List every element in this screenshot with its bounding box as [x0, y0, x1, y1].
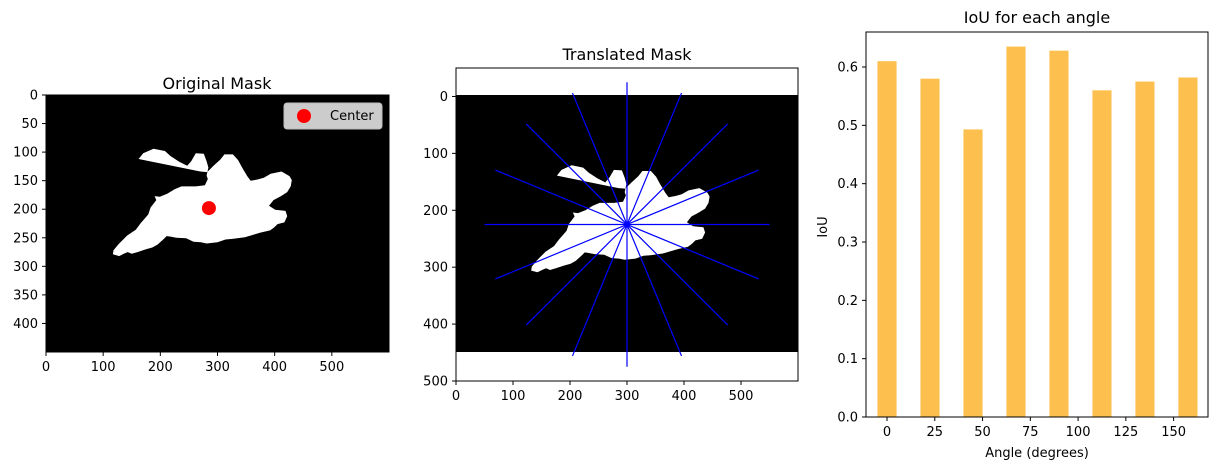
bar	[1049, 50, 1069, 418]
y-tick-label: 200	[13, 203, 38, 218]
y-tick-label: 100	[423, 147, 448, 162]
plot-frame	[865, 31, 1209, 418]
y-tick-label: 0.3	[837, 236, 858, 251]
y-tick-label: 350	[13, 288, 38, 303]
y-tick-label: 0.1	[837, 352, 858, 367]
x-tick-label: 150	[1161, 425, 1186, 440]
plot-frame	[455, 67, 799, 382]
y-tick-label: 500	[423, 375, 448, 390]
ray-line	[571, 92, 683, 357]
legend-label: Center	[330, 109, 374, 124]
legend: Center	[283, 102, 383, 130]
x-tick-label: 125	[1113, 425, 1138, 440]
panel-original-mask: Original Mask 0 100 200 300 400 500 0 50 100 150 2…	[13, 74, 390, 375]
panel-iou-bars: IoU for each angle 0 25 50 75 100 125 150 0.0 0.…	[816, 8, 1209, 461]
y-tick-label: 0.0	[837, 411, 858, 426]
plot-frame	[45, 94, 390, 353]
y-tick-label: 200	[423, 204, 448, 219]
x-tick-label: 100	[1066, 425, 1091, 440]
bar	[1135, 81, 1155, 417]
x-tick-label: 100	[91, 360, 116, 375]
x-tick-label: 200	[558, 389, 583, 404]
x-tick-label: 75	[1022, 425, 1039, 440]
y-tick-label: 0.6	[837, 61, 858, 76]
y-tick-label: 300	[423, 261, 448, 276]
mask-shape	[112, 148, 292, 257]
panel-translated-mask: Translated Mask 0 100 200 300 400 500 0 100 200 3…	[423, 45, 799, 404]
y-tick-label: 250	[13, 231, 38, 246]
chart-title: IoU for each angle	[964, 8, 1110, 27]
x-tick-label: 200	[148, 360, 173, 375]
x-tick-label: 300	[205, 360, 230, 375]
y-tick-label: 50	[21, 117, 38, 132]
x-tick-label: 25	[927, 425, 944, 440]
x-tick-label: 0	[452, 389, 460, 404]
center-marker	[201, 201, 216, 216]
x-tick-label: 400	[262, 360, 287, 375]
x-tick-label: 100	[501, 389, 526, 404]
y-tick-label: 150	[13, 174, 38, 189]
y-tick-label: 400	[13, 317, 38, 332]
x-tick-label: 50	[974, 425, 991, 440]
x-tick-label: 500	[319, 360, 344, 375]
x-axis-label: Angle (degrees)	[985, 446, 1089, 461]
bar	[1178, 77, 1198, 417]
y-tick-label: 0.4	[837, 177, 858, 192]
chart-title: Translated Mask	[561, 45, 692, 64]
y-tick-label: 0.2	[837, 294, 858, 309]
bar	[1006, 46, 1026, 417]
x-tick-label: 0	[42, 360, 50, 375]
x-tick-label: 300	[615, 389, 640, 404]
x-tick-label: 400	[672, 389, 697, 404]
y-tick-label: 0	[440, 90, 448, 105]
bar	[877, 61, 897, 418]
bar	[920, 78, 940, 418]
y-tick-label: 0.5	[837, 119, 858, 134]
bar	[963, 129, 983, 417]
y-tick-label: 100	[13, 146, 38, 161]
y-tick-label: 300	[13, 260, 38, 275]
y-axis-label: IoU	[816, 216, 831, 237]
x-tick-label: 500	[729, 389, 754, 404]
x-tick-label: 0	[883, 425, 891, 440]
legend-marker	[297, 109, 311, 123]
chart-title: Original Mask	[163, 74, 273, 93]
y-tick-label: 0	[30, 89, 38, 104]
bar	[1092, 90, 1112, 417]
y-tick-label: 400	[423, 318, 448, 333]
legend-box	[283, 102, 383, 130]
